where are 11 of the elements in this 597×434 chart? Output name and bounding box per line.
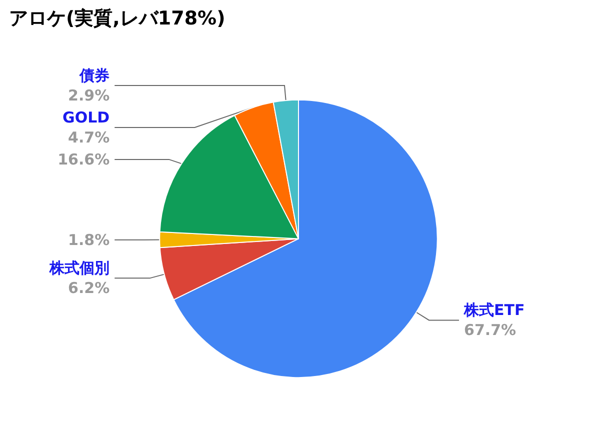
slice-label: 株式個別 — [48, 259, 110, 278]
data-label: 16.6% — [58, 150, 110, 168]
slice-label: 株式ETF — [463, 301, 525, 320]
data-label: 2.9% — [68, 86, 110, 104]
data-label: 1.8% — [68, 230, 110, 249]
data-label: 6.2% — [68, 279, 110, 298]
chart-title: アロケ(実質,レバ178%) — [9, 8, 226, 30]
data-label: 67.7% — [464, 321, 516, 340]
data-label: 4.7% — [68, 128, 110, 146]
slice-label: 債券 — [78, 66, 110, 84]
slice-label: GOLD — [62, 108, 110, 126]
